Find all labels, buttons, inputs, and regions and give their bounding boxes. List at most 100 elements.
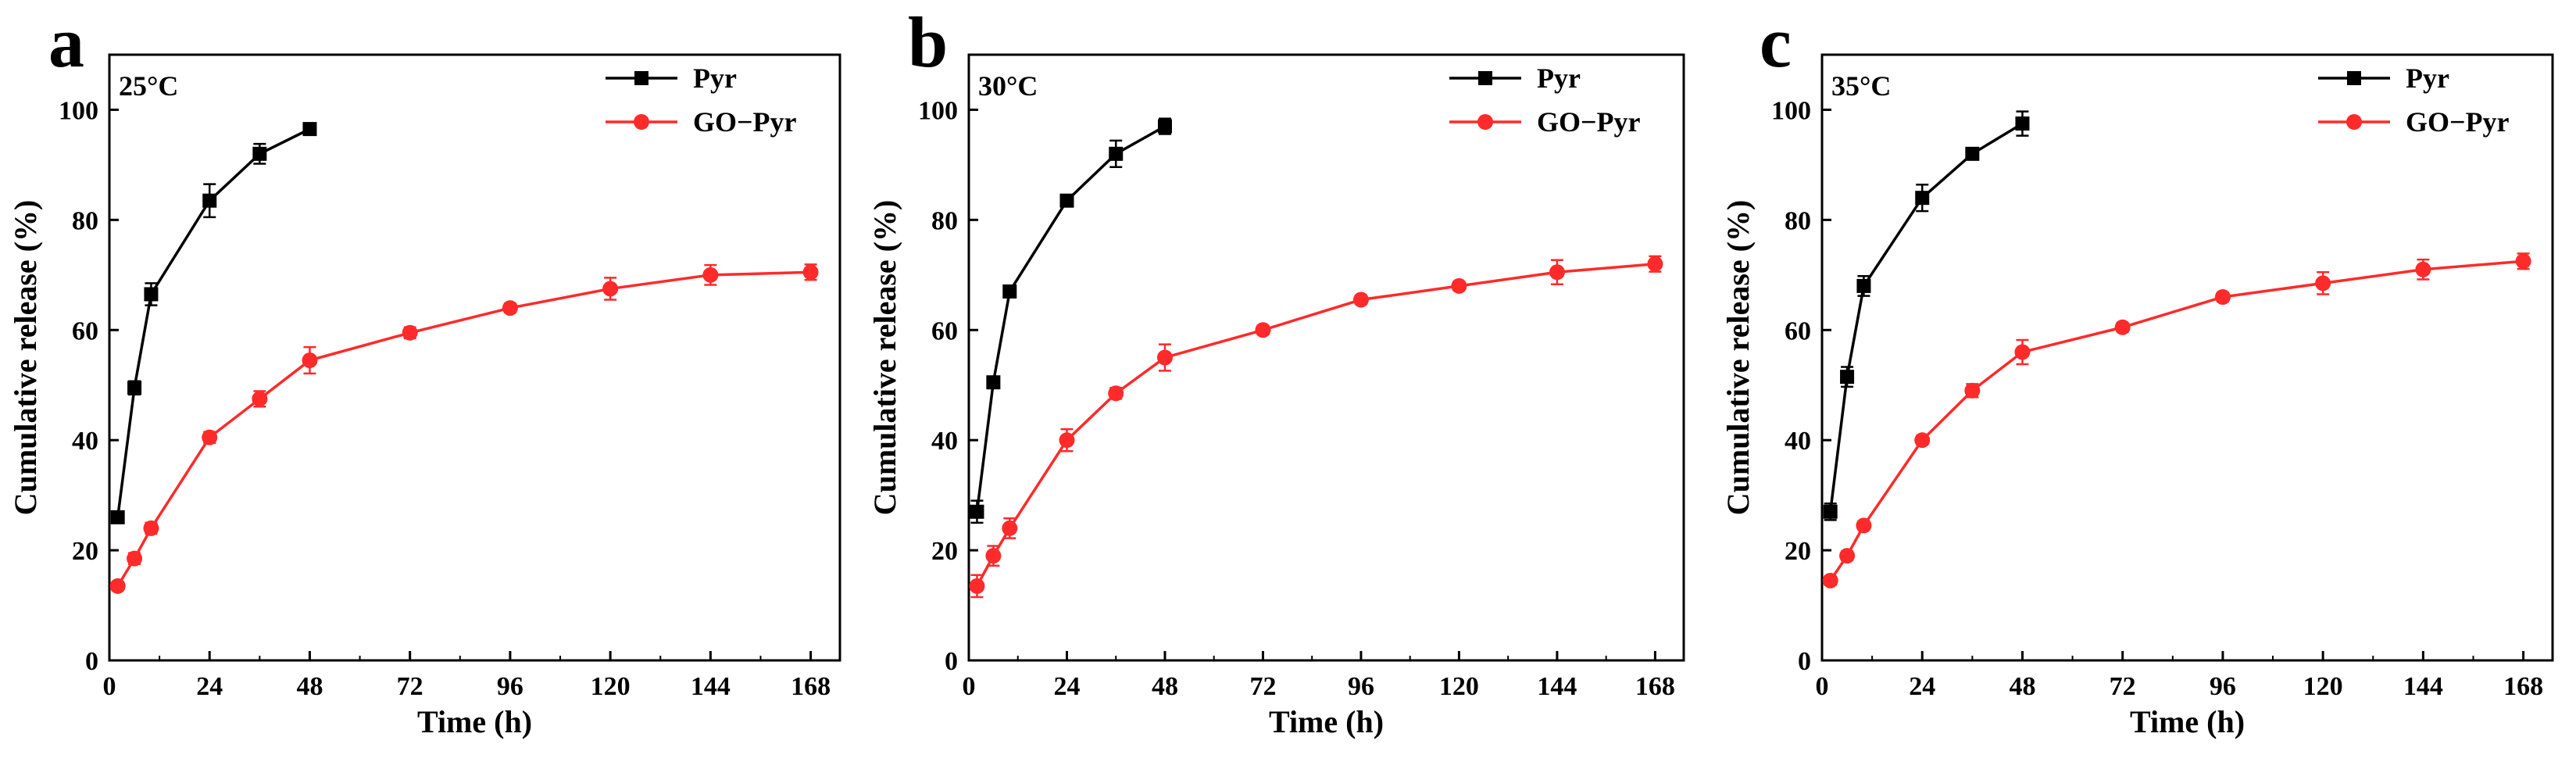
x-tick-label: 0 — [103, 672, 116, 701]
legend-label: GO−Pyr — [2406, 106, 2510, 138]
y-tick-label: 100 — [59, 96, 98, 125]
data-point — [1156, 349, 1173, 366]
y-tick-label: 40 — [1785, 427, 1811, 456]
x-tick-label: 48 — [296, 672, 323, 701]
data-point — [302, 352, 318, 369]
data-point — [1839, 548, 1856, 564]
y-tick-label: 60 — [72, 317, 98, 345]
data-point — [402, 324, 418, 341]
y-tick-label: 40 — [931, 427, 958, 456]
legend-marker — [2346, 114, 2362, 130]
y-tick-label: 0 — [1798, 647, 1811, 676]
x-tick-label: 144 — [1537, 672, 1577, 701]
series-go-pyr — [969, 255, 1663, 599]
legend-label: GO−Pyr — [693, 106, 797, 138]
data-point — [1823, 504, 1838, 519]
data-point — [1109, 146, 1124, 161]
x-tick-label: 72 — [1249, 672, 1276, 701]
data-point — [2415, 261, 2431, 277]
x-tick-label: 120 — [591, 672, 631, 701]
data-point — [1822, 572, 1838, 588]
data-point — [1647, 256, 1663, 272]
data-point — [1965, 146, 1980, 161]
y-tick-label: 80 — [72, 206, 98, 235]
data-point — [1352, 292, 1369, 308]
panel-c: 0 20 40 60 80 100 0 24 48 72 96 120 144 168 Time (h) Cu… — [1720, 2, 2554, 739]
data-point — [302, 122, 317, 137]
series-line — [1828, 122, 2024, 512]
panel-a: 0 20 40 60 80 100 0 24 48 72 96 120 144 168 Time (h) Cu… — [8, 2, 841, 739]
x-tick-label: 96 — [2210, 672, 2236, 701]
data-point — [143, 520, 159, 536]
legend-label: Pyr — [693, 63, 737, 94]
y-tick-label: 40 — [72, 427, 98, 456]
legend-label: GO−Pyr — [1537, 106, 1641, 138]
x-tick-label: 24 — [196, 672, 223, 701]
data-point — [110, 510, 125, 524]
data-point — [970, 504, 984, 519]
data-point — [1451, 277, 1467, 294]
data-point — [2014, 344, 2031, 360]
data-point — [1002, 284, 1017, 299]
data-point — [1856, 278, 1871, 293]
x-tick-label: 120 — [1439, 672, 1479, 701]
series-line — [1829, 259, 2524, 581]
legend-marker — [1477, 114, 1493, 130]
y-axis-title: Cumulative release (%) — [867, 200, 902, 516]
legend-marker — [634, 114, 649, 130]
data-point — [1059, 193, 1074, 208]
y-tick-label: 100 — [918, 96, 958, 125]
plot-frame — [967, 53, 1685, 662]
y-axis-title: Cumulative release (%) — [8, 200, 43, 516]
data-point — [2315, 275, 2331, 292]
series-pyr — [1823, 110, 2030, 521]
data-point — [202, 429, 218, 445]
x-tick-label: 0 — [1816, 672, 1829, 701]
x-tick-label: 72 — [2110, 672, 2136, 701]
plot-frame — [1820, 53, 2554, 662]
data-point — [1002, 520, 1018, 536]
data-point — [2015, 116, 2030, 131]
data-point — [986, 375, 1001, 390]
y-tick-label: 60 — [931, 317, 958, 345]
legend-marker — [634, 71, 648, 85]
series-line — [116, 270, 811, 587]
y-tick-label: 100 — [1771, 96, 1811, 125]
y-tick-label: 20 — [1785, 537, 1811, 566]
legend-marker — [1478, 71, 1492, 85]
panel-b: 0 20 40 60 80 100 0 24 48 72 96 120 144 168 Time (h) Cu… — [867, 2, 1685, 739]
data-point — [1157, 119, 1172, 134]
y-tick-label: 80 — [931, 206, 958, 235]
plot-frame — [108, 53, 841, 662]
data-point — [602, 281, 619, 297]
series-go-pyr — [1822, 252, 2531, 588]
data-point — [1856, 517, 1872, 534]
data-point — [502, 300, 518, 317]
x-tick-label: 0 — [963, 672, 976, 701]
panel-letter: a — [48, 2, 84, 82]
x-tick-label: 72 — [397, 672, 423, 701]
y-tick-label: 0 — [85, 647, 98, 676]
data-point — [1108, 385, 1124, 402]
x-axis-title: Time (h) — [2130, 704, 2245, 739]
data-point — [802, 264, 819, 281]
x-tick-label: 96 — [497, 672, 523, 701]
x-tick-label: 96 — [1348, 672, 1374, 701]
series-go-pyr — [109, 263, 819, 594]
x-axis-title: Time (h) — [1269, 704, 1384, 739]
data-point — [127, 381, 142, 395]
x-tick-label: 168 — [2503, 672, 2543, 701]
series-pyr — [110, 122, 317, 524]
y-tick-label: 20 — [931, 537, 958, 566]
series-line — [975, 262, 1656, 587]
legend-marker — [2347, 71, 2361, 85]
data-point — [127, 550, 143, 567]
legend-label: Pyr — [2406, 63, 2449, 94]
x-tick-label: 48 — [1152, 672, 1178, 701]
data-point — [252, 146, 267, 161]
data-point — [202, 193, 217, 208]
y-tick-label: 20 — [72, 537, 98, 566]
temperature-label: 30°C — [978, 70, 1038, 102]
data-point — [969, 578, 985, 594]
